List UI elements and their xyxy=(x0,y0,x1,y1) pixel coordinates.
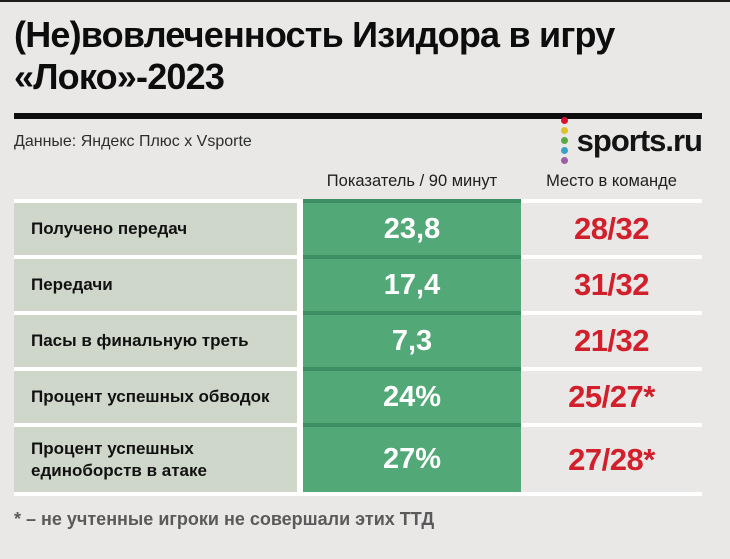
logo-dot-purple xyxy=(560,157,568,164)
table-row: Передачи 17,4 31/32 xyxy=(14,259,702,311)
sports-ru-dots-icon xyxy=(560,117,568,164)
cell-gap xyxy=(297,371,303,423)
logo-dot-red xyxy=(560,117,568,124)
metric-label: Получено передач xyxy=(14,203,297,255)
metric-label: Процент успешных обводок xyxy=(14,371,297,423)
row-separator xyxy=(14,367,702,371)
table-row: Процент успешных единоборств в атаке 27%… xyxy=(14,427,702,492)
sports-ru-wordmark: sports.ru xyxy=(576,122,703,158)
team-rank: 28/32 xyxy=(573,211,650,246)
footnote: * – не учтенные игроки не совершали этих… xyxy=(14,509,435,529)
metric-value: 23,8 xyxy=(303,203,521,255)
cell-gap xyxy=(297,203,303,255)
logo-dot-blue xyxy=(560,147,568,154)
table-row: Пасы в финальную треть 7,3 21/32 xyxy=(14,315,702,367)
row-separator xyxy=(14,255,702,259)
team-rank: 21/32 xyxy=(573,323,650,358)
page-title: (Не)вовлеченность Изидора в игру «Локо»-… xyxy=(14,14,718,98)
metric-label: Передачи xyxy=(14,259,297,311)
table-bottom-separator xyxy=(14,492,702,496)
page-title-line-1: (Не)вовлеченность Изидора в игру xyxy=(14,14,615,55)
team-rank: 25/27* xyxy=(568,379,655,414)
logo-dot-green xyxy=(560,137,568,144)
cell-gap xyxy=(297,427,303,492)
metric-value: 27% xyxy=(303,427,521,492)
top-edge-bar xyxy=(0,0,730,2)
team-rank: 27/28* xyxy=(568,441,655,477)
metric-label: Пасы в финальную треть xyxy=(14,315,297,367)
data-source-label: Данные: Яндекс Плюс x Vsporte xyxy=(14,133,252,150)
cell-gap xyxy=(297,315,303,367)
row-separator xyxy=(14,199,702,203)
stats-table: Получено передач 23,8 28/32 Передачи 17,… xyxy=(14,199,702,496)
row-separator xyxy=(14,311,702,315)
metric-value: 24% xyxy=(303,371,521,423)
sports-ru-logo: sports.ru xyxy=(560,117,703,164)
metric-label: Процент успешных единоборств в атаке xyxy=(14,427,297,492)
cell-gap xyxy=(297,259,303,311)
metric-value: 17,4 xyxy=(303,259,521,311)
metric-value: 7,3 xyxy=(303,315,521,367)
column-header-rank: Место в команде xyxy=(546,172,677,190)
team-rank: 31/32 xyxy=(573,267,650,302)
page-title-line-2: «Локо»-2023 xyxy=(14,56,225,97)
logo-dot-yellow xyxy=(560,127,568,134)
table-row: Получено передач 23,8 28/32 xyxy=(14,203,702,255)
row-separator xyxy=(14,423,702,427)
title-divider xyxy=(14,113,702,119)
column-header-metric: Показатель / 90 минут xyxy=(326,172,498,190)
table-row: Процент успешных обводок 24% 25/27* xyxy=(14,371,702,423)
